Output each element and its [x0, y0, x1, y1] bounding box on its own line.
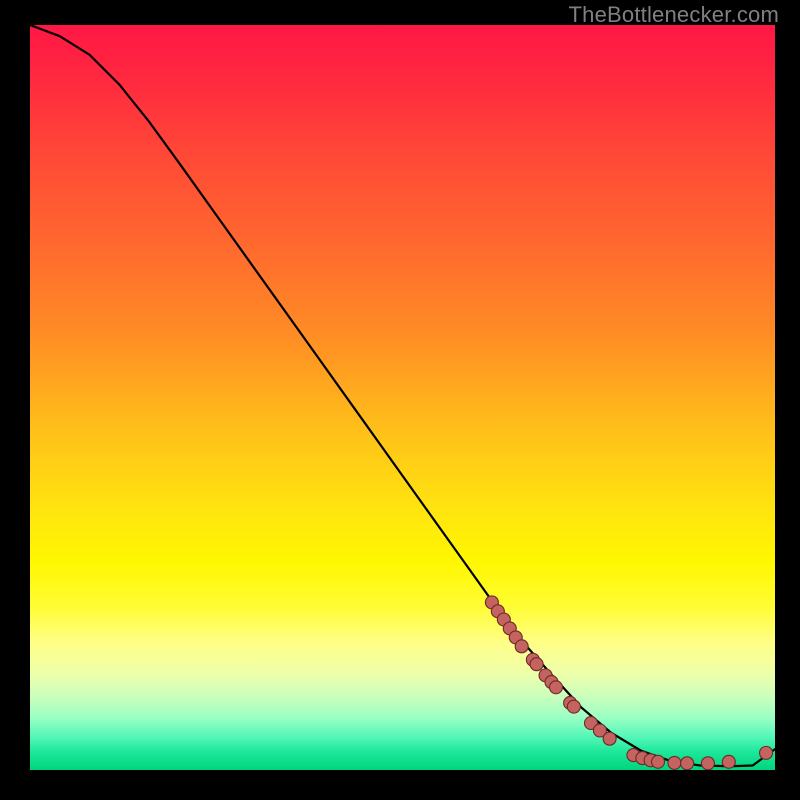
data-point	[549, 681, 562, 694]
plot-area	[30, 25, 775, 770]
data-point	[681, 757, 694, 770]
watermark-text: TheBottlenecker.com	[569, 2, 779, 28]
data-point	[515, 640, 528, 653]
data-point	[567, 700, 580, 713]
gradient-background	[30, 25, 775, 770]
data-point	[760, 746, 773, 759]
chart-container: TheBottlenecker.com	[0, 0, 800, 800]
data-point	[652, 755, 665, 768]
data-point	[701, 757, 714, 770]
chart-svg	[30, 25, 775, 770]
data-point	[668, 756, 681, 769]
data-point	[530, 658, 543, 671]
data-point	[603, 732, 616, 745]
data-point	[722, 755, 735, 768]
